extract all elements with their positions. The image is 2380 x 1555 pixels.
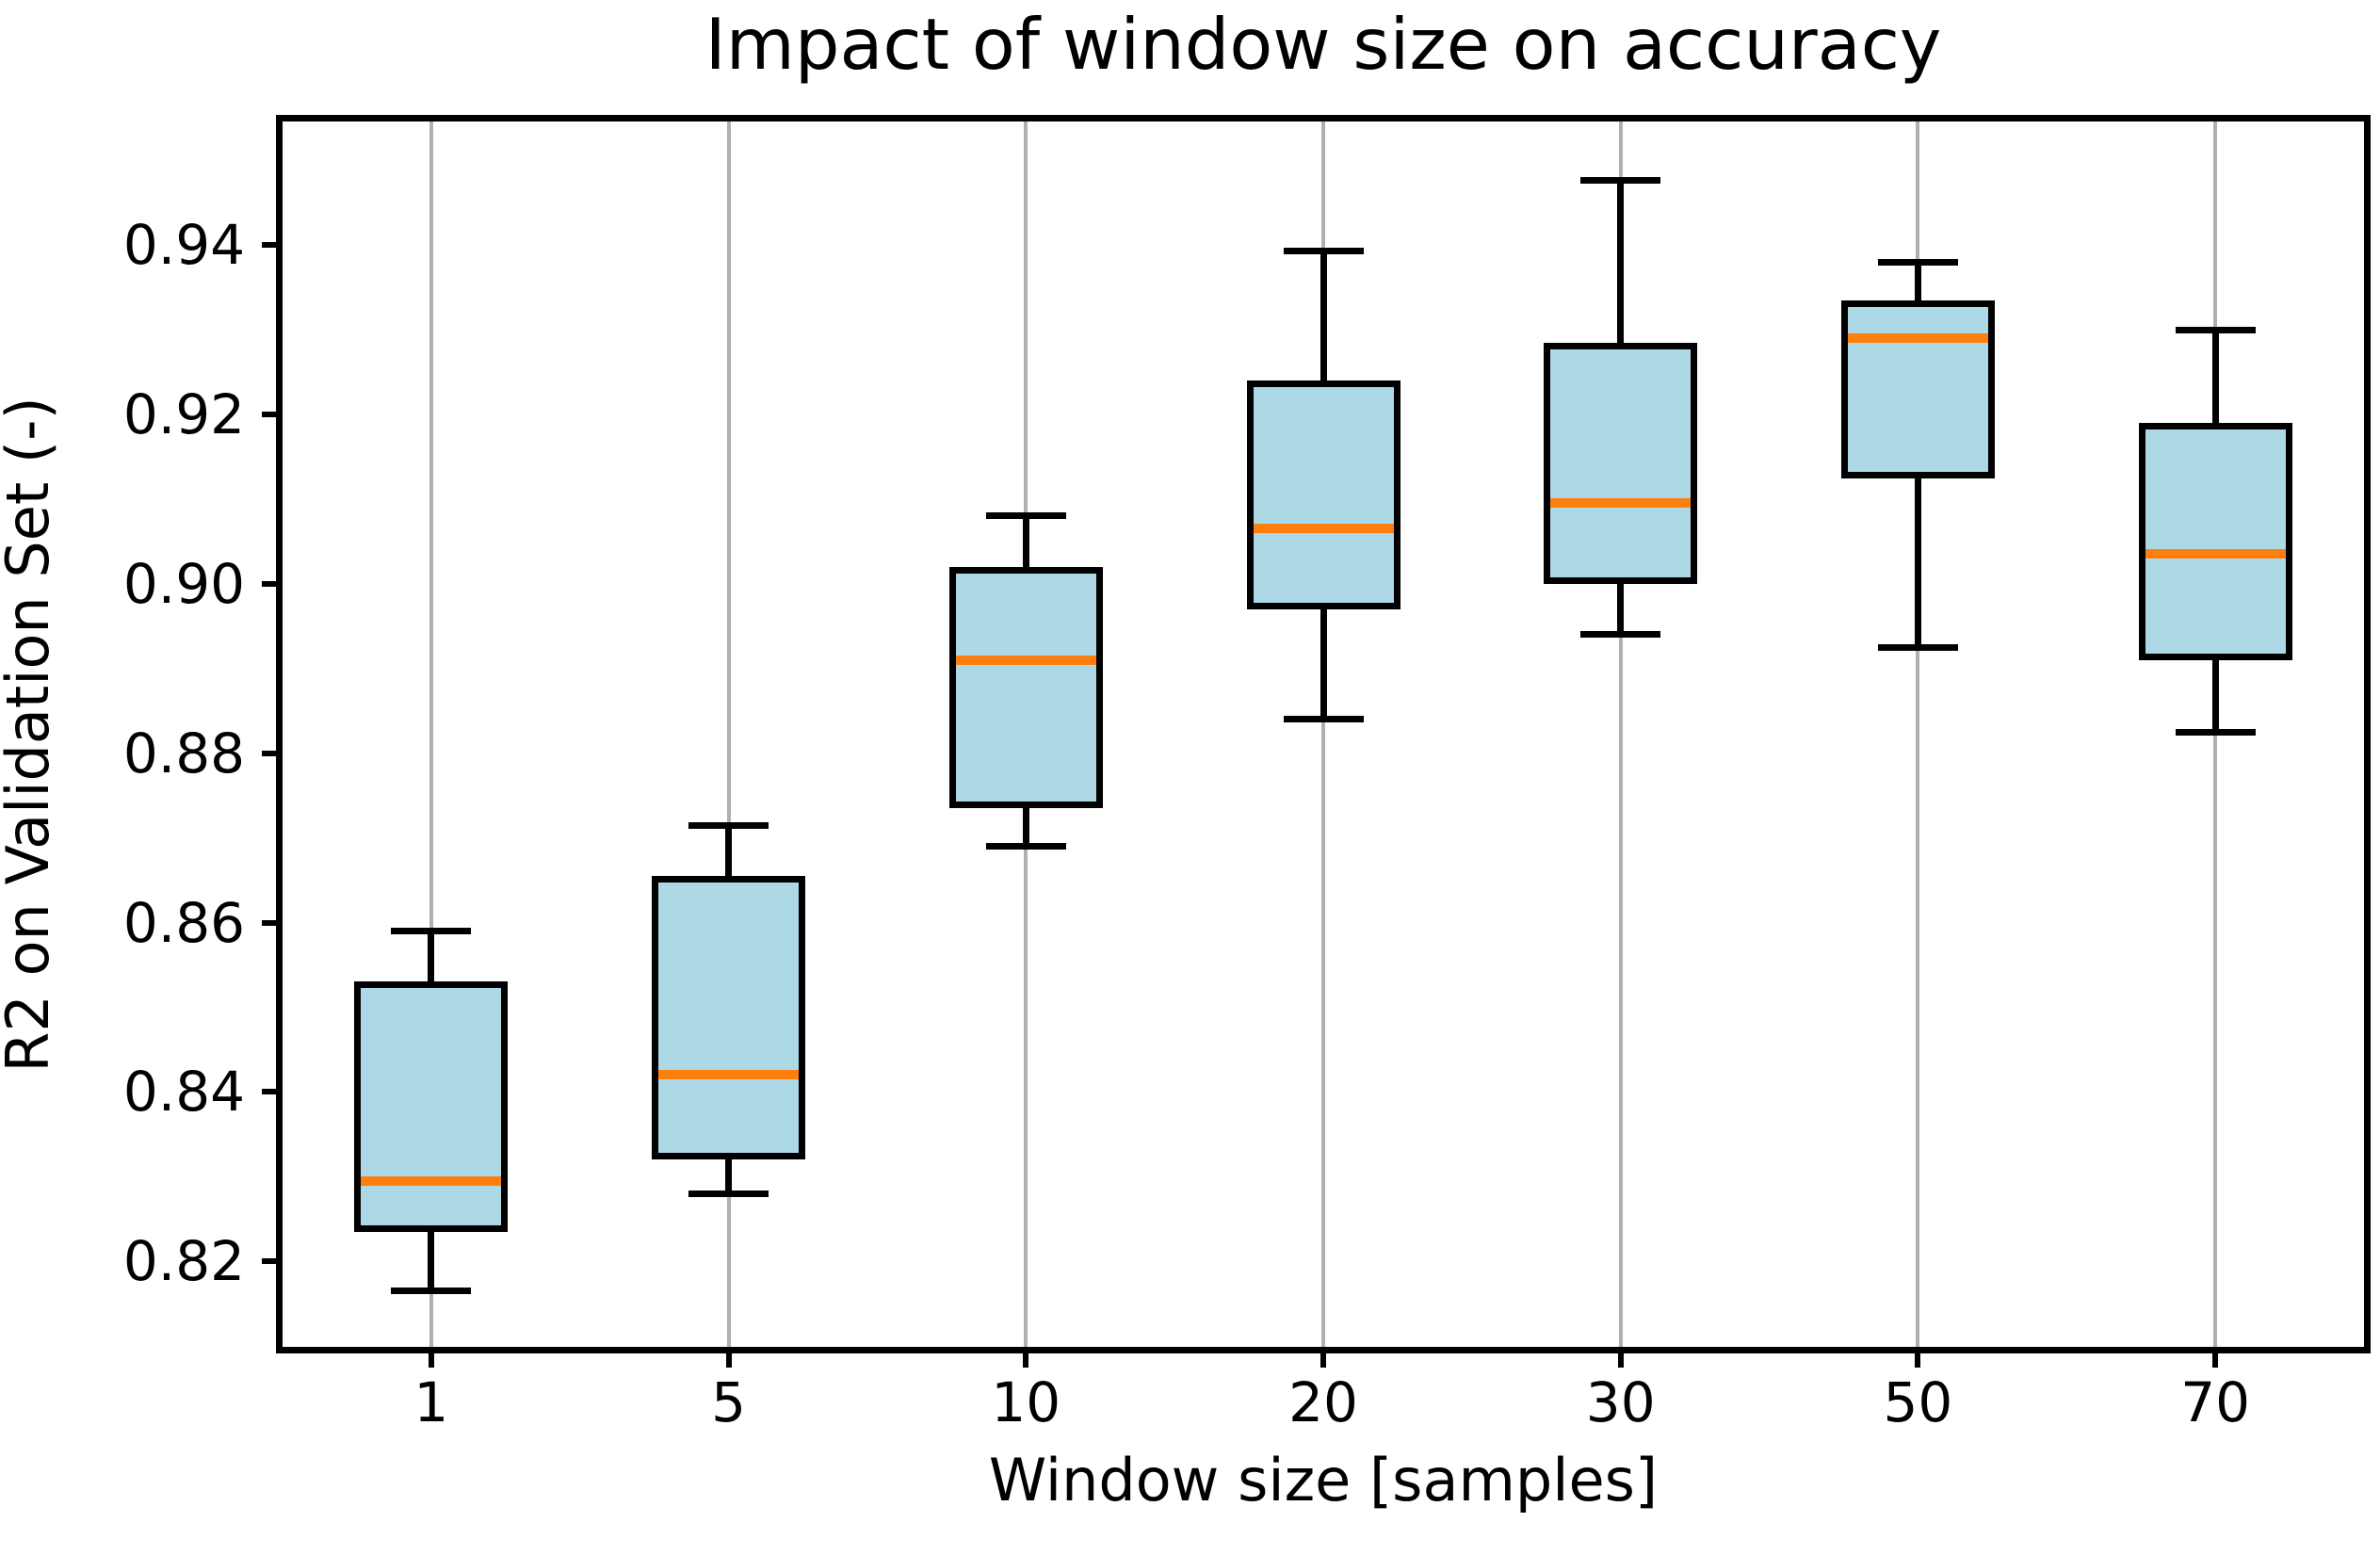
whisker-cap-bottom xyxy=(985,843,1066,850)
x-tick-mark xyxy=(725,1347,732,1368)
y-tick-label: 0.82 xyxy=(122,1229,245,1294)
median-line xyxy=(955,655,1096,665)
y-tick-mark xyxy=(262,412,283,418)
whisker-cap-top xyxy=(985,512,1066,520)
gridline xyxy=(1618,121,1623,1347)
x-tick-mark xyxy=(1915,1347,1921,1368)
x-tick-mark xyxy=(2212,1347,2219,1368)
median-line xyxy=(1253,524,1394,534)
box xyxy=(1544,342,1698,584)
whisker-cap-top xyxy=(391,928,472,935)
gridline xyxy=(1321,121,1325,1347)
median-line xyxy=(1550,498,1692,509)
box xyxy=(354,981,509,1232)
box xyxy=(1840,300,1995,478)
y-tick-mark xyxy=(262,242,283,249)
median-line xyxy=(658,1070,800,1080)
median-line xyxy=(361,1175,502,1186)
y-axis-label: R2 on Validation Set (-) xyxy=(0,397,62,1073)
y-tick-label: 0.88 xyxy=(122,721,245,786)
x-tick-label: 10 xyxy=(991,1370,1061,1434)
x-tick-label: 30 xyxy=(1585,1370,1656,1434)
x-tick-label: 70 xyxy=(2180,1370,2251,1434)
gridline xyxy=(1916,121,1920,1347)
whisker-cap-bottom xyxy=(688,1190,769,1197)
x-tick-label: 20 xyxy=(1288,1370,1358,1434)
x-tick-mark xyxy=(1023,1347,1029,1368)
x-tick-label: 50 xyxy=(1883,1370,1953,1434)
x-tick-mark xyxy=(428,1347,434,1368)
y-tick-label: 0.86 xyxy=(122,890,245,955)
whisker-cap-bottom xyxy=(2175,728,2256,736)
whisker-cap-top xyxy=(688,821,769,829)
box xyxy=(1246,381,1400,609)
box xyxy=(948,566,1103,809)
chart-title: Impact of window size on accuracy xyxy=(704,3,1942,86)
gridline xyxy=(429,121,433,1347)
whisker-cap-bottom xyxy=(1580,631,1661,639)
y-tick-mark xyxy=(262,919,283,926)
x-tick-label: 5 xyxy=(711,1370,747,1434)
whisker-cap-top xyxy=(1580,176,1661,184)
plot-area: 1 5 10 20 30 50 70 0.82 0.84 0.86 0.88 0.90 0.92 0.94 xyxy=(123,115,2371,1430)
y-tick-mark xyxy=(262,1089,283,1095)
whisker-cap-bottom xyxy=(1283,716,1364,723)
whisker-cap-top xyxy=(2175,326,2256,333)
y-tick-label: 0.90 xyxy=(122,551,245,616)
gridline xyxy=(726,121,731,1347)
y-tick-mark xyxy=(262,1258,283,1265)
whisker-cap-bottom xyxy=(391,1288,472,1295)
y-tick-label: 0.94 xyxy=(122,213,245,278)
y-tick-label: 0.84 xyxy=(122,1060,245,1125)
box xyxy=(652,876,806,1160)
x-tick-label: 1 xyxy=(413,1370,449,1434)
y-tick-mark xyxy=(262,750,283,756)
x-axis-label: Window size [samples] xyxy=(988,1446,1659,1515)
y-tick-mark xyxy=(262,580,283,587)
x-tick-mark xyxy=(1617,1347,1624,1368)
median-line xyxy=(2145,549,2286,559)
whisker-cap-top xyxy=(1283,248,1364,255)
median-line xyxy=(1847,333,1988,344)
box xyxy=(2138,423,2292,660)
whisker-cap-top xyxy=(1877,258,1958,266)
whisker-cap-bottom xyxy=(1877,643,1958,651)
y-tick-label: 0.92 xyxy=(122,382,245,447)
x-tick-mark xyxy=(1320,1347,1326,1368)
